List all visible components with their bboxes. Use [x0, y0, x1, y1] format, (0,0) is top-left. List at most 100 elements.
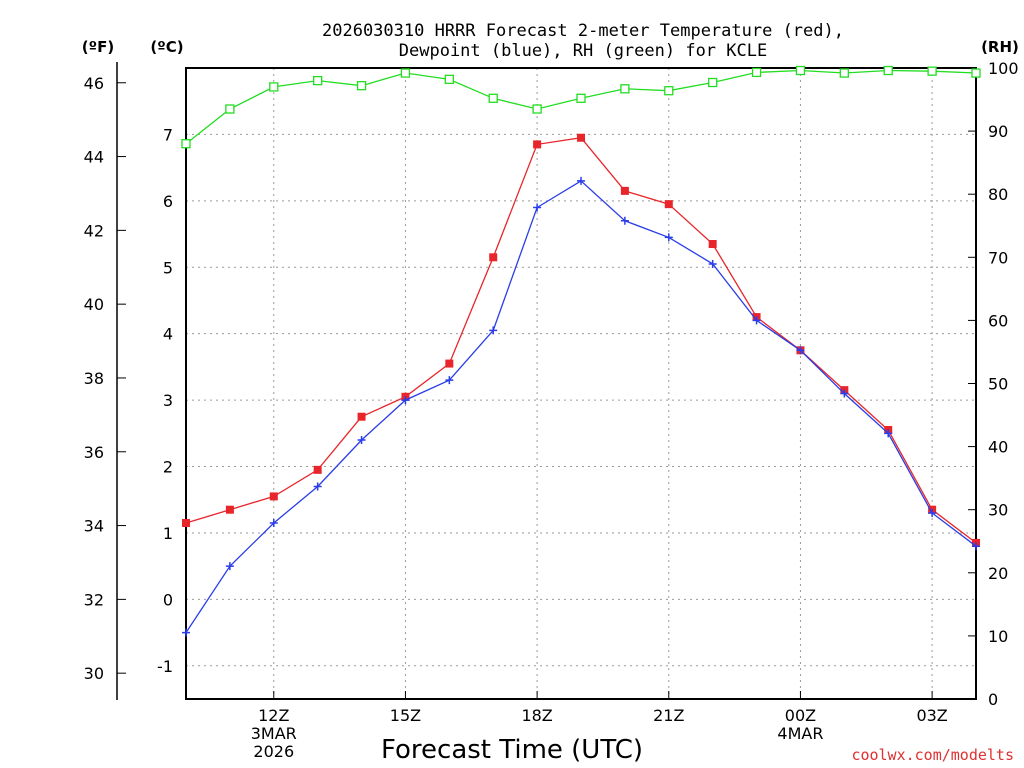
temperature-line — [185, 137, 977, 544]
x-tick-label: 3MAR — [251, 724, 297, 743]
rh-tick-label: 60 — [988, 311, 1008, 330]
temperature-point — [357, 412, 366, 421]
celsius-tick-label: 6 — [163, 192, 173, 211]
x-tick-label: 00Z — [785, 706, 816, 725]
chart-title-line-1: 2026030310 HRRR Forecast 2-meter Tempera… — [322, 21, 844, 41]
dewpoint-point — [972, 542, 980, 551]
dewpoint-point — [664, 233, 673, 242]
data-series — [181, 65, 981, 637]
dewpoint-point — [357, 435, 366, 444]
rh-point — [488, 93, 498, 103]
celsius-unit-label: (ºC) — [150, 38, 183, 56]
celsius-tick-label: 2 — [163, 458, 173, 477]
rh-point — [839, 68, 849, 78]
dewpoint-point — [445, 376, 454, 385]
rh-point — [620, 84, 630, 94]
x-tick-label: 21Z — [653, 706, 684, 725]
chart-title-line-2: Dewpoint (blue), RH (green) for KCLE — [399, 41, 767, 61]
rh-point — [664, 86, 674, 96]
fahrenheit-tick-label: 46 — [84, 74, 104, 93]
celsius-tick-label: 1 — [163, 524, 173, 543]
dewpoint-point — [313, 482, 322, 491]
temperature-point — [708, 240, 717, 249]
celsius-tick-label: 3 — [163, 391, 173, 410]
dewpoint-point — [752, 316, 761, 325]
fahrenheit-unit-label: (ºF) — [82, 38, 114, 56]
dewpoint-point — [225, 562, 234, 571]
temperature-point — [664, 200, 673, 209]
dewpoint-point — [401, 396, 410, 405]
rh-tick-label: 70 — [988, 248, 1008, 267]
celsius-tick-label: 4 — [163, 325, 173, 344]
temperature-point — [533, 140, 542, 149]
rh-point — [883, 65, 893, 76]
fahrenheit-tick-label: 44 — [84, 148, 104, 167]
temperature-point — [225, 505, 234, 514]
temperature-point — [313, 465, 322, 474]
rh-tick-label: 80 — [988, 185, 1008, 204]
rh-tick-label: 20 — [988, 564, 1008, 583]
dewpoint-point — [884, 429, 893, 438]
rh-tick-label: 100 — [988, 59, 1019, 78]
rh-point — [356, 81, 367, 91]
rh-point — [532, 104, 542, 114]
rh-point — [927, 66, 937, 76]
dewpoint-point — [489, 326, 498, 335]
x-tick-label: 03Z — [916, 706, 947, 725]
fahrenheit-tick-label: 34 — [84, 517, 104, 536]
rh-line — [185, 69, 977, 145]
fahrenheit-tick-label: 38 — [84, 369, 104, 388]
dewpoint-point — [182, 628, 190, 637]
rh-point — [971, 68, 981, 78]
temperature-point — [445, 359, 454, 368]
celsius-tick-label: 7 — [163, 125, 173, 144]
credit-link[interactable]: coolwx.com/modelts — [851, 746, 1014, 764]
dewpoint-point — [708, 259, 717, 268]
dewpoint-point — [577, 176, 585, 185]
dewpoint-point — [620, 216, 629, 225]
rh-tick-label: 40 — [988, 438, 1008, 457]
temperature-point — [182, 518, 190, 527]
axes — [116, 62, 977, 700]
rh-tick-label: 90 — [988, 122, 1008, 141]
dewpoint-point — [269, 518, 278, 527]
rh-point — [313, 75, 323, 86]
rh-point — [400, 68, 411, 78]
dewpoint-point — [796, 346, 805, 355]
temperature-point — [577, 133, 585, 142]
temperature-point — [620, 186, 629, 195]
dewpoint-point — [840, 389, 849, 398]
celsius-tick-label: 5 — [163, 258, 173, 277]
rh-point — [269, 82, 279, 92]
rh-point — [444, 74, 454, 85]
celsius-tick-label: -1 — [157, 657, 173, 676]
rh-tick-label: 10 — [988, 627, 1008, 646]
x-tick-label: 12Z — [258, 706, 289, 725]
celsius-tick-label: 0 — [163, 590, 173, 609]
rh-point — [708, 77, 718, 88]
temperature-point — [269, 492, 278, 501]
x-tick-label: 2026 — [253, 742, 294, 761]
gridlines — [186, 68, 976, 699]
fahrenheit-tick-label: 32 — [84, 590, 104, 609]
rh-point — [181, 139, 191, 149]
fahrenheit-tick-label: 42 — [84, 221, 104, 240]
rh-unit-label: (RH) — [981, 38, 1019, 56]
rh-point — [576, 93, 586, 103]
rh-tick-label: 50 — [988, 375, 1008, 394]
dewpoint-line — [185, 180, 977, 633]
fahrenheit-tick-label: 40 — [84, 295, 104, 314]
x-axis-title: Forecast Time (UTC) — [381, 735, 643, 765]
rh-tick-label: 0 — [988, 690, 998, 709]
temperature-point — [489, 253, 498, 262]
rh-tick-label: 30 — [988, 501, 1008, 520]
rh-point — [795, 65, 806, 76]
fahrenheit-tick-label: 30 — [84, 664, 104, 683]
dewpoint-point — [533, 203, 542, 212]
x-tick-label: 18Z — [521, 706, 552, 725]
x-tick-label: 15Z — [390, 706, 421, 725]
dewpoint-point — [928, 509, 937, 518]
rh-point — [225, 104, 235, 114]
